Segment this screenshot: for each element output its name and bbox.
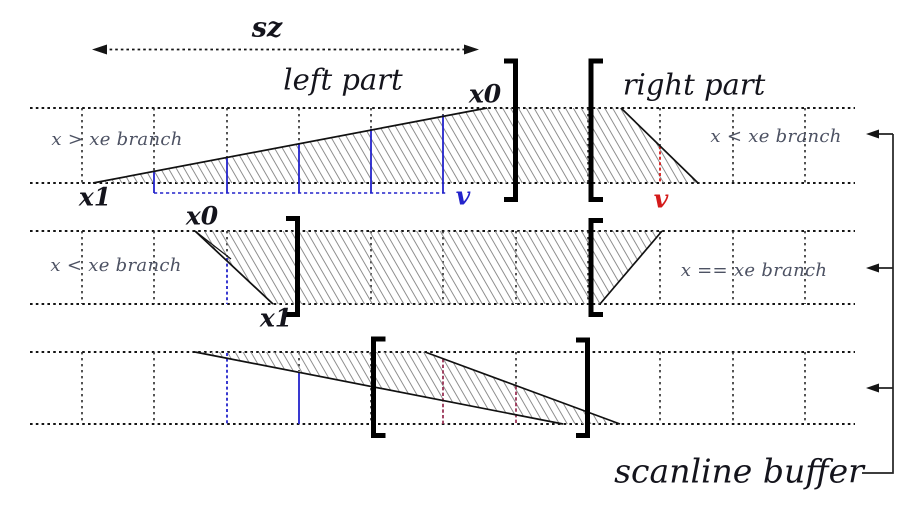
row2-x0-label: x0 [185, 201, 219, 231]
row2-span [195, 231, 662, 304]
maroon-sample-markers [442, 359, 517, 424]
row3-open-bracket [371, 336, 386, 438]
row1-right-v-label: v [653, 184, 669, 214]
row1-left-branch-label: x > xe branch [51, 129, 183, 150]
buffer-connector-arrowheads [866, 129, 879, 393]
row1-left-v-label: v [455, 181, 471, 211]
row1-close-bracket [504, 58, 518, 202]
row1-x0-label: x0 [468, 79, 502, 109]
row3-close-bracket [576, 337, 590, 438]
sz-arrowhead-right [464, 44, 479, 55]
row1-x1-label: x1 [78, 182, 112, 212]
left-part-label: left part [283, 62, 403, 97]
row1-span [93, 108, 698, 183]
row2-x1-label: x1 [259, 303, 293, 333]
hatched-spans [93, 108, 698, 424]
sz-arrowhead-left [92, 44, 107, 55]
row2-close-bracket [286, 216, 300, 317]
span-brackets [286, 58, 603, 438]
row3-span [195, 352, 620, 424]
buffer-connector [862, 133, 894, 474]
right-part-label: right part [622, 67, 766, 102]
sz-arrow [92, 44, 479, 55]
scanline-buffer-label: scanline buffer [614, 451, 864, 491]
row1-open-bracket [588, 58, 603, 202]
row1-right-branch-label: x < xe branch [710, 126, 842, 147]
row2-left-branch-label: x < xe branch [50, 255, 182, 276]
row2-open-bracket [588, 218, 603, 317]
sz-label: sz [251, 12, 283, 44]
blue-sample-markers [153, 115, 447, 424]
row2-right-branch-label: x == xe branch [680, 260, 828, 281]
